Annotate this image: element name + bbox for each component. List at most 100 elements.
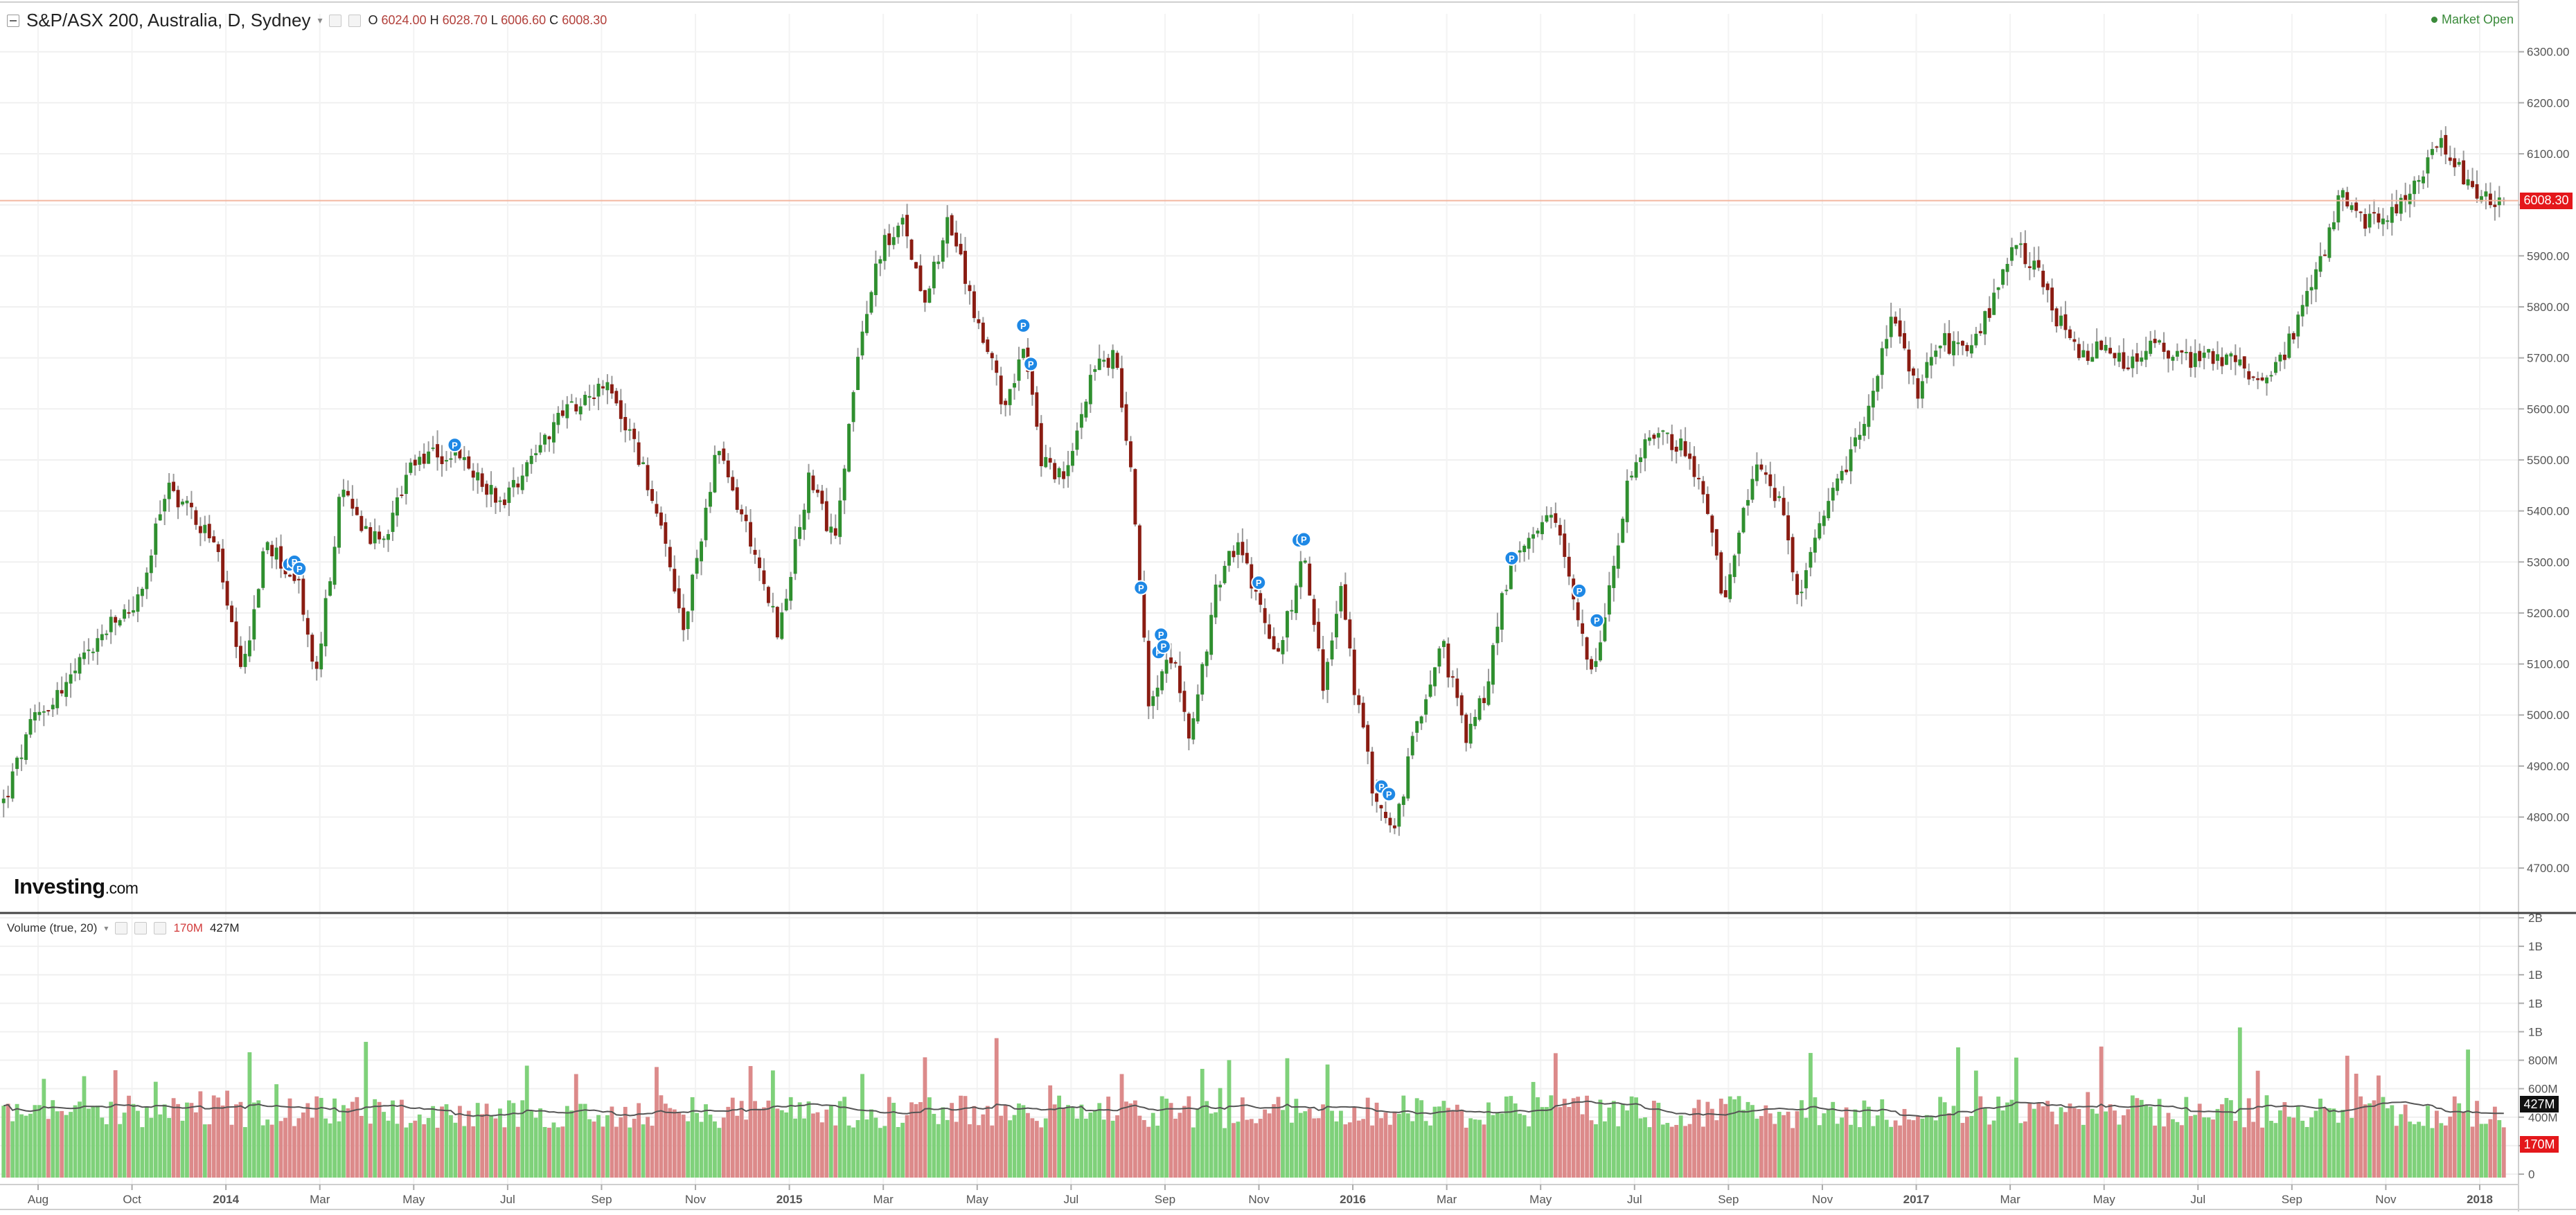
candle-body <box>1277 648 1280 652</box>
candle-body <box>2471 181 2475 188</box>
volume-bar <box>1723 1103 1728 1178</box>
candle-body <box>2408 193 2412 204</box>
volume-bar <box>2104 1111 2108 1178</box>
volume-hide-icon[interactable] <box>134 922 148 934</box>
investing-logo[interactable]: Investing.com <box>14 874 139 899</box>
candle-body <box>1223 565 1227 583</box>
candle-body <box>1133 469 1137 525</box>
time-tick-label: Jul <box>2190 1193 2205 1206</box>
marker-badge-icon <box>1589 612 1605 628</box>
settings-icon[interactable] <box>329 14 342 27</box>
candle-body <box>717 451 721 456</box>
volume-bar <box>2126 1109 2131 1178</box>
candle-body <box>583 394 587 405</box>
close-value: 6008.30 <box>562 13 607 27</box>
volume-bar <box>1527 1126 1531 1178</box>
volume-bar <box>1151 1112 1155 1178</box>
candle-body <box>78 657 82 674</box>
candle-body <box>1008 389 1012 405</box>
candle-body <box>637 442 641 465</box>
volume-bar <box>2327 1108 2331 1178</box>
candle-body <box>1786 515 1791 541</box>
candle-body <box>1263 608 1267 623</box>
dividend-marker: P <box>1572 583 1588 598</box>
volume-bar <box>1701 1126 1705 1178</box>
candle-body <box>2390 206 2394 223</box>
hide-icon[interactable] <box>348 14 362 27</box>
candle-body <box>2122 352 2126 369</box>
candle-body <box>46 710 51 712</box>
candle-body <box>2032 260 2036 270</box>
volume-bar <box>1061 1108 1066 1178</box>
volume-bar <box>2295 1106 2300 1178</box>
volume-bar <box>1455 1104 1459 1178</box>
volume-dropdown-icon[interactable]: ▾ <box>104 923 109 933</box>
volume-bar <box>337 1121 341 1178</box>
volume-bar <box>493 1118 498 1178</box>
volume-settings-icon[interactable] <box>115 922 128 934</box>
price-tick-label: 6100.00 <box>2527 148 2569 161</box>
volume-bar <box>2322 1108 2327 1178</box>
volume-bar <box>2117 1124 2122 1178</box>
volume-bar <box>1611 1101 1616 1178</box>
volume-bar <box>1334 1121 1339 1178</box>
volume-bar <box>1777 1112 1782 1178</box>
candle-body <box>471 470 475 478</box>
volume-title[interactable]: Volume (true, 20) <box>7 921 98 934</box>
symbol-dropdown-icon[interactable]: ▾ <box>317 15 323 26</box>
volume-legend: Volume (true, 20) ▾ 170M 427M <box>7 921 240 935</box>
volume-bar <box>1272 1104 1276 1178</box>
volume-bar <box>431 1106 436 1178</box>
candle-body <box>900 218 905 225</box>
candle-body <box>525 462 529 477</box>
candle-body <box>332 547 337 585</box>
volume-bar <box>619 1117 623 1178</box>
candle-body <box>1925 362 1929 378</box>
collapse-legend-button[interactable] <box>7 14 19 27</box>
candle-body <box>2386 220 2390 222</box>
candle-body <box>914 262 918 269</box>
volume-bar <box>1240 1097 1245 1178</box>
volume-bar <box>2484 1124 2488 1178</box>
volume-bar <box>2251 1121 2256 1178</box>
candle-body <box>28 719 33 735</box>
volume-tag-down: 170M <box>2520 1136 2559 1153</box>
candle-body <box>189 502 193 508</box>
candle-body <box>623 416 628 431</box>
candle-body <box>793 539 797 574</box>
candle-body <box>1142 583 1146 638</box>
volume-bar <box>2377 1075 2381 1178</box>
volume-bar <box>851 1127 855 1178</box>
volume-bar <box>449 1115 453 1178</box>
volume-bar <box>2300 1120 2305 1178</box>
candle-body <box>1415 721 1419 733</box>
candle-body <box>261 551 265 588</box>
volume-bar <box>2260 1127 2264 1178</box>
time-tick-label: 2014 <box>213 1193 239 1206</box>
candle-body <box>650 489 654 502</box>
candle-body <box>1818 523 1822 539</box>
candle-body <box>878 259 882 264</box>
candle-body <box>1809 551 1813 568</box>
candle-body <box>2314 269 2318 290</box>
volume-bar <box>1325 1064 1330 1178</box>
volume-bar <box>2452 1096 2457 1178</box>
volume-bar <box>990 1125 995 1178</box>
candle-body <box>355 506 359 515</box>
volume-bar <box>936 1124 941 1178</box>
candle-body <box>1585 637 1589 660</box>
candle-body <box>2005 264 2009 272</box>
symbol-title[interactable]: S&P/ASX 200, Australia, D, Sydney <box>26 10 311 30</box>
candle-body <box>1124 404 1128 441</box>
volume-tick-label: 1B <box>2528 968 2543 982</box>
volume-bar <box>1504 1096 1509 1178</box>
candle-body <box>1401 796 1405 806</box>
candle-body <box>2175 351 2179 357</box>
candle-body <box>480 473 484 487</box>
candle-body <box>2323 254 2327 256</box>
candle-body <box>1128 441 1132 468</box>
volume-bar <box>2461 1112 2466 1178</box>
candle-body <box>2063 314 2068 330</box>
volume-close-icon[interactable] <box>154 922 167 934</box>
